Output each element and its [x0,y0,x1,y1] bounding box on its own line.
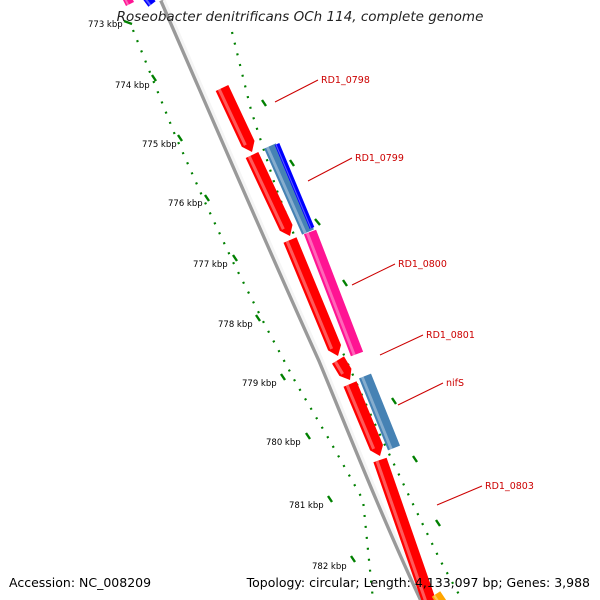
gene-bar-blue-overlay[interactable] [274,143,315,229]
gene-bar-partial-top-blue[interactable] [142,0,156,7]
kbp-tick: 779 kbp [242,373,397,405]
gene-bar-red-4[interactable] [332,356,352,380]
kbp-tick-label: 774 kbp [115,81,150,91]
kbp-tick-label: 779 kbp [242,379,277,389]
kbp-tick-label: 773 kbp [88,20,123,30]
gene-label-text[interactable]: nifS [446,378,464,389]
kbp-tick: 778 kbp [218,314,261,330]
kbp-tick-label: 777 kbp [193,260,228,270]
accession-text: Accession: NC_008209 [9,575,152,590]
gene-bar-partial-bottom-orange[interactable] [431,591,448,600]
gene-label-text[interactable]: RD1_0800 [398,259,447,270]
gene-label[interactable]: nifS [397,378,464,406]
gene-label[interactable]: RD1_0800 [351,259,447,286]
gene-label-text[interactable]: RD1_0798 [321,75,370,86]
genome-backbone-highlight [162,0,426,600]
gene-label-text[interactable]: RD1_0803 [485,481,534,492]
gene-label-text[interactable]: RD1_0799 [355,153,404,164]
kbp-tick-label: 782 kbp [312,562,347,572]
kbp-tick: 776 kbp [168,194,321,226]
gene-bar-red-1[interactable] [215,85,255,152]
gene-bar-pink[interactable] [303,229,364,357]
kbp-tick-label: 781 kbp [289,501,324,511]
gene-label-text[interactable]: RD1_0801 [426,330,475,341]
gene-bar-red-3[interactable] [283,237,342,356]
kbp-tick-label: 778 kbp [218,320,253,330]
kbp-tick: 780 kbp [266,432,418,463]
kbp-tick: 782 kbp [312,555,356,572]
gene-leader-line [307,157,353,182]
gene-label[interactable]: RD1_0803 [436,481,534,506]
gene-bar-steelblue-2[interactable] [359,373,400,451]
kbp-tick-label: 780 kbp [266,438,301,448]
gene-bar-red-6[interactable] [373,457,437,600]
gene-label[interactable]: RD1_0798 [274,75,370,103]
gene-leader-line [351,263,396,286]
kbp-tick: 775 kbp [142,134,295,167]
gene-bar-steelblue-1[interactable] [264,143,314,235]
genome-backbone [159,0,425,600]
map-title: Roseobacter denitrificans OCh 114, compl… [116,9,484,25]
kbp-tick: 773 kbp [88,19,133,30]
kbp-tick-label: 776 kbp [168,199,203,209]
kbp-tick-label: 775 kbp [142,140,177,150]
kbp-tick: 774 kbp [115,74,267,107]
kbp-tick: 781 kbp [289,495,441,527]
gene-leader-line [274,79,319,103]
gene-bar-red-2[interactable] [245,152,293,236]
gene-label[interactable]: RD1_0801 [379,330,475,356]
topology-text: Topology: circular; Length: 4,133,097 bp… [246,575,590,590]
gene-leader-line [379,334,424,356]
gene-bar-partial-top-pink[interactable] [122,0,134,6]
gene-bar-red-5[interactable] [343,381,384,456]
gene-label[interactable]: RD1_0799 [307,153,404,182]
gene-leader-line [397,382,444,406]
gene-leader-line [436,485,483,506]
kbp-tick: 777 kbp [193,254,348,287]
